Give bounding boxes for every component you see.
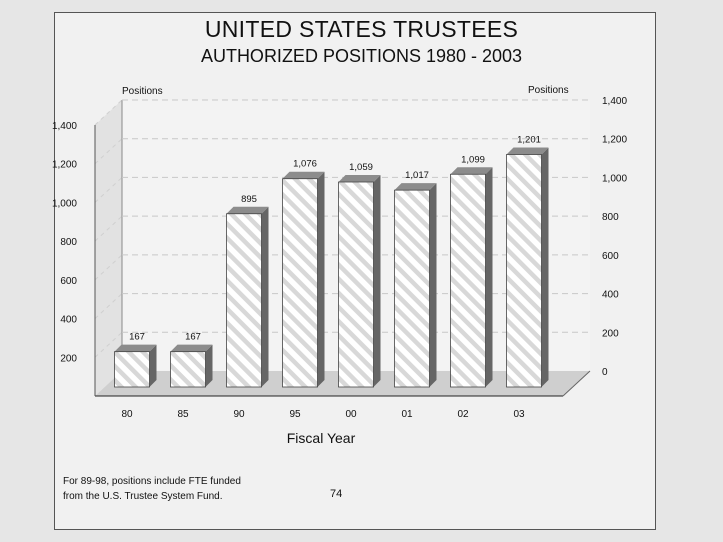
x-tick-label: 85 bbox=[177, 409, 189, 420]
bar-top bbox=[394, 183, 437, 191]
gridline-side bbox=[94, 99, 123, 126]
bar-side bbox=[541, 147, 549, 387]
left-tick-label: 1,200 bbox=[52, 160, 77, 171]
gridline-side bbox=[94, 138, 123, 165]
bar-side bbox=[261, 206, 269, 387]
data-label: 1,201 bbox=[517, 135, 541, 146]
bar bbox=[450, 173, 486, 388]
bar-side bbox=[373, 175, 381, 387]
left-wall bbox=[95, 100, 122, 396]
bar bbox=[506, 154, 542, 388]
right-tick-label: 200 bbox=[602, 328, 619, 339]
footnote-line-1: For 89-98, positions include FTE funded bbox=[63, 476, 241, 487]
bar bbox=[114, 351, 150, 388]
x-tick-label: 90 bbox=[233, 409, 245, 420]
bar-side bbox=[485, 167, 493, 387]
bar-top bbox=[506, 147, 549, 155]
bar bbox=[394, 189, 430, 388]
chart-subtitle: AUTHORIZED POSITIONS 1980 - 2003 bbox=[200, 46, 523, 66]
bar-side bbox=[429, 183, 437, 387]
left-axis-label: Positions bbox=[122, 86, 163, 97]
bar bbox=[282, 178, 318, 388]
x-tick-label: 01 bbox=[401, 409, 413, 420]
left-tick-label: 400 bbox=[60, 315, 77, 326]
data-label: 1,076 bbox=[293, 159, 317, 170]
bar-side bbox=[149, 344, 157, 387]
right-tick-label: 1,000 bbox=[602, 173, 627, 184]
left-tick-label: 600 bbox=[60, 276, 77, 287]
left-tick-label: 1,000 bbox=[52, 198, 77, 209]
right-tick-label: 0 bbox=[602, 367, 608, 378]
bar bbox=[338, 181, 374, 388]
gridline-side bbox=[94, 254, 123, 281]
right-tick-label: 400 bbox=[602, 290, 619, 301]
gridline-side bbox=[94, 177, 123, 203]
bar-top bbox=[114, 344, 157, 352]
left-tick-label: 1,400 bbox=[52, 121, 77, 132]
bar-top bbox=[282, 171, 325, 179]
bar-top bbox=[338, 175, 381, 183]
x-tick-label: 03 bbox=[513, 409, 525, 420]
left-tick-label: 800 bbox=[60, 237, 77, 248]
right-tick-label: 800 bbox=[602, 212, 619, 223]
bar bbox=[170, 351, 206, 388]
gridline-side bbox=[94, 331, 123, 358]
bar-side bbox=[205, 344, 213, 387]
footnote-line-2: from the U.S. Trustee System Fund. bbox=[63, 491, 223, 502]
chart-title: UNITED STATES TRUSTEES bbox=[204, 16, 519, 42]
floor-edge bbox=[562, 370, 591, 397]
x-tick-label: 80 bbox=[121, 409, 133, 420]
data-label: 167 bbox=[185, 332, 201, 343]
bar-top bbox=[450, 167, 493, 175]
bar-top bbox=[170, 344, 213, 352]
x-tick-label: 00 bbox=[345, 409, 357, 420]
data-label: 1,099 bbox=[461, 154, 485, 165]
x-tick-label: 95 bbox=[289, 409, 301, 420]
x-axis-title: Fiscal Year bbox=[287, 430, 356, 446]
page-number: 74 bbox=[330, 488, 343, 500]
bar bbox=[226, 213, 262, 388]
gridline-side bbox=[94, 293, 123, 319]
gridline-side bbox=[94, 215, 123, 242]
bar-top bbox=[226, 206, 269, 214]
data-label: 167 bbox=[129, 332, 145, 343]
right-tick-label: 600 bbox=[602, 251, 619, 262]
data-label: 1,059 bbox=[349, 162, 373, 173]
data-label: 895 bbox=[241, 194, 257, 205]
left-tick-label: 200 bbox=[60, 353, 77, 364]
x-tick-label: 02 bbox=[457, 409, 469, 420]
right-axis-label: Positions bbox=[528, 85, 569, 96]
footnote: For 89-98, positions include FTE funded … bbox=[63, 474, 241, 504]
data-label: 1,017 bbox=[405, 170, 429, 181]
right-tick-label: 1,400 bbox=[602, 96, 627, 107]
bar-side bbox=[317, 171, 325, 387]
right-tick-label: 1,200 bbox=[602, 135, 627, 146]
